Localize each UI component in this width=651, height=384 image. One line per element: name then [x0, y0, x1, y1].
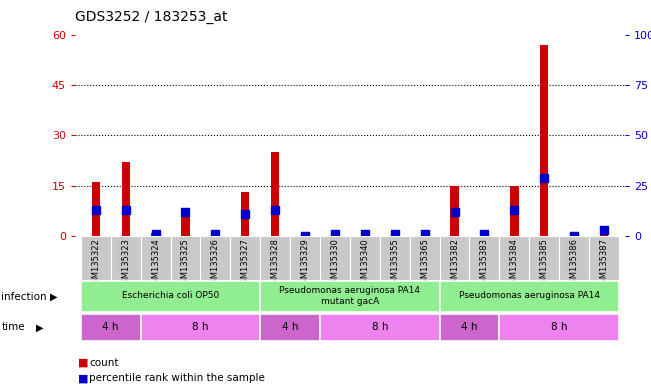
FancyBboxPatch shape [81, 281, 260, 312]
Text: ▶: ▶ [36, 322, 44, 333]
Text: GSM135384: GSM135384 [510, 238, 519, 289]
Bar [92, 182, 100, 236]
Point [90, 207, 101, 213]
FancyBboxPatch shape [409, 236, 439, 280]
Text: ■: ■ [78, 358, 89, 368]
Text: GSM135383: GSM135383 [480, 238, 489, 289]
Text: GSM135387: GSM135387 [600, 238, 609, 289]
FancyBboxPatch shape [81, 236, 111, 280]
Bar [152, 233, 159, 236]
Bar [600, 230, 608, 236]
Text: GSM135382: GSM135382 [450, 238, 459, 289]
Text: GSM135340: GSM135340 [361, 238, 369, 289]
Point [270, 207, 281, 213]
Text: GSM135327: GSM135327 [241, 238, 250, 289]
Text: GSM135322: GSM135322 [91, 238, 100, 289]
FancyBboxPatch shape [111, 236, 141, 280]
Text: GDS3252 / 183253_at: GDS3252 / 183253_at [75, 10, 227, 23]
Point [300, 233, 311, 239]
Text: Escherichia coli OP50: Escherichia coli OP50 [122, 291, 219, 301]
Text: percentile rank within the sample: percentile rank within the sample [89, 373, 265, 383]
FancyBboxPatch shape [290, 236, 320, 280]
Text: 8 h: 8 h [192, 322, 209, 332]
FancyBboxPatch shape [260, 281, 439, 312]
Bar [122, 162, 130, 236]
FancyBboxPatch shape [320, 236, 350, 280]
Point [150, 231, 161, 237]
FancyBboxPatch shape [559, 236, 589, 280]
Bar [211, 233, 219, 236]
FancyBboxPatch shape [260, 236, 290, 280]
Point [539, 175, 549, 181]
Point [479, 231, 490, 237]
FancyBboxPatch shape [350, 236, 380, 280]
Text: GSM135385: GSM135385 [540, 238, 549, 289]
FancyBboxPatch shape [439, 313, 499, 341]
FancyBboxPatch shape [439, 236, 469, 280]
Bar [540, 45, 548, 236]
Text: GSM135326: GSM135326 [211, 238, 220, 289]
Point [509, 207, 519, 213]
FancyBboxPatch shape [380, 236, 409, 280]
FancyBboxPatch shape [171, 236, 201, 280]
FancyBboxPatch shape [499, 313, 619, 341]
Text: Pseudomonas aeruginosa PA14
mutant gacA: Pseudomonas aeruginosa PA14 mutant gacA [279, 286, 421, 306]
Point [330, 231, 340, 237]
Point [359, 231, 370, 237]
Point [210, 231, 221, 237]
Point [419, 231, 430, 237]
Text: GSM135329: GSM135329 [301, 238, 310, 289]
Point [569, 233, 579, 239]
Text: count: count [89, 358, 118, 368]
Text: GSM135386: GSM135386 [570, 238, 579, 289]
Text: 4 h: 4 h [282, 322, 298, 332]
Text: GSM135324: GSM135324 [151, 238, 160, 289]
FancyBboxPatch shape [201, 236, 230, 280]
FancyBboxPatch shape [529, 236, 559, 280]
Text: ■: ■ [78, 373, 89, 383]
FancyBboxPatch shape [469, 236, 499, 280]
Point [449, 209, 460, 215]
FancyBboxPatch shape [230, 236, 260, 280]
FancyBboxPatch shape [260, 313, 320, 341]
Text: 4 h: 4 h [462, 322, 478, 332]
Text: time: time [1, 322, 25, 333]
Bar [570, 233, 578, 236]
FancyBboxPatch shape [589, 236, 619, 280]
FancyBboxPatch shape [320, 313, 439, 341]
Bar [510, 186, 519, 236]
FancyBboxPatch shape [499, 236, 529, 280]
Text: 8 h: 8 h [551, 322, 568, 332]
Bar [450, 186, 459, 236]
Text: Pseudomonas aeruginosa PA14: Pseudomonas aeruginosa PA14 [459, 291, 600, 301]
Text: 8 h: 8 h [372, 322, 388, 332]
Bar [241, 192, 249, 236]
Text: ▶: ▶ [50, 291, 58, 302]
Text: GSM135323: GSM135323 [121, 238, 130, 289]
FancyBboxPatch shape [141, 313, 260, 341]
Text: GSM135328: GSM135328 [271, 238, 280, 289]
Text: GSM135325: GSM135325 [181, 238, 190, 289]
FancyBboxPatch shape [81, 313, 141, 341]
Bar [271, 152, 279, 236]
Text: GSM135330: GSM135330 [331, 238, 339, 289]
FancyBboxPatch shape [439, 281, 619, 312]
Text: infection: infection [1, 291, 47, 302]
Text: GSM135365: GSM135365 [420, 238, 429, 289]
Point [120, 207, 131, 213]
Text: GSM135355: GSM135355 [390, 238, 399, 289]
Point [599, 227, 609, 233]
FancyBboxPatch shape [141, 236, 171, 280]
Point [180, 209, 191, 215]
Text: 4 h: 4 h [102, 322, 119, 332]
Point [389, 231, 400, 237]
Bar [181, 213, 189, 236]
Point [240, 211, 251, 217]
